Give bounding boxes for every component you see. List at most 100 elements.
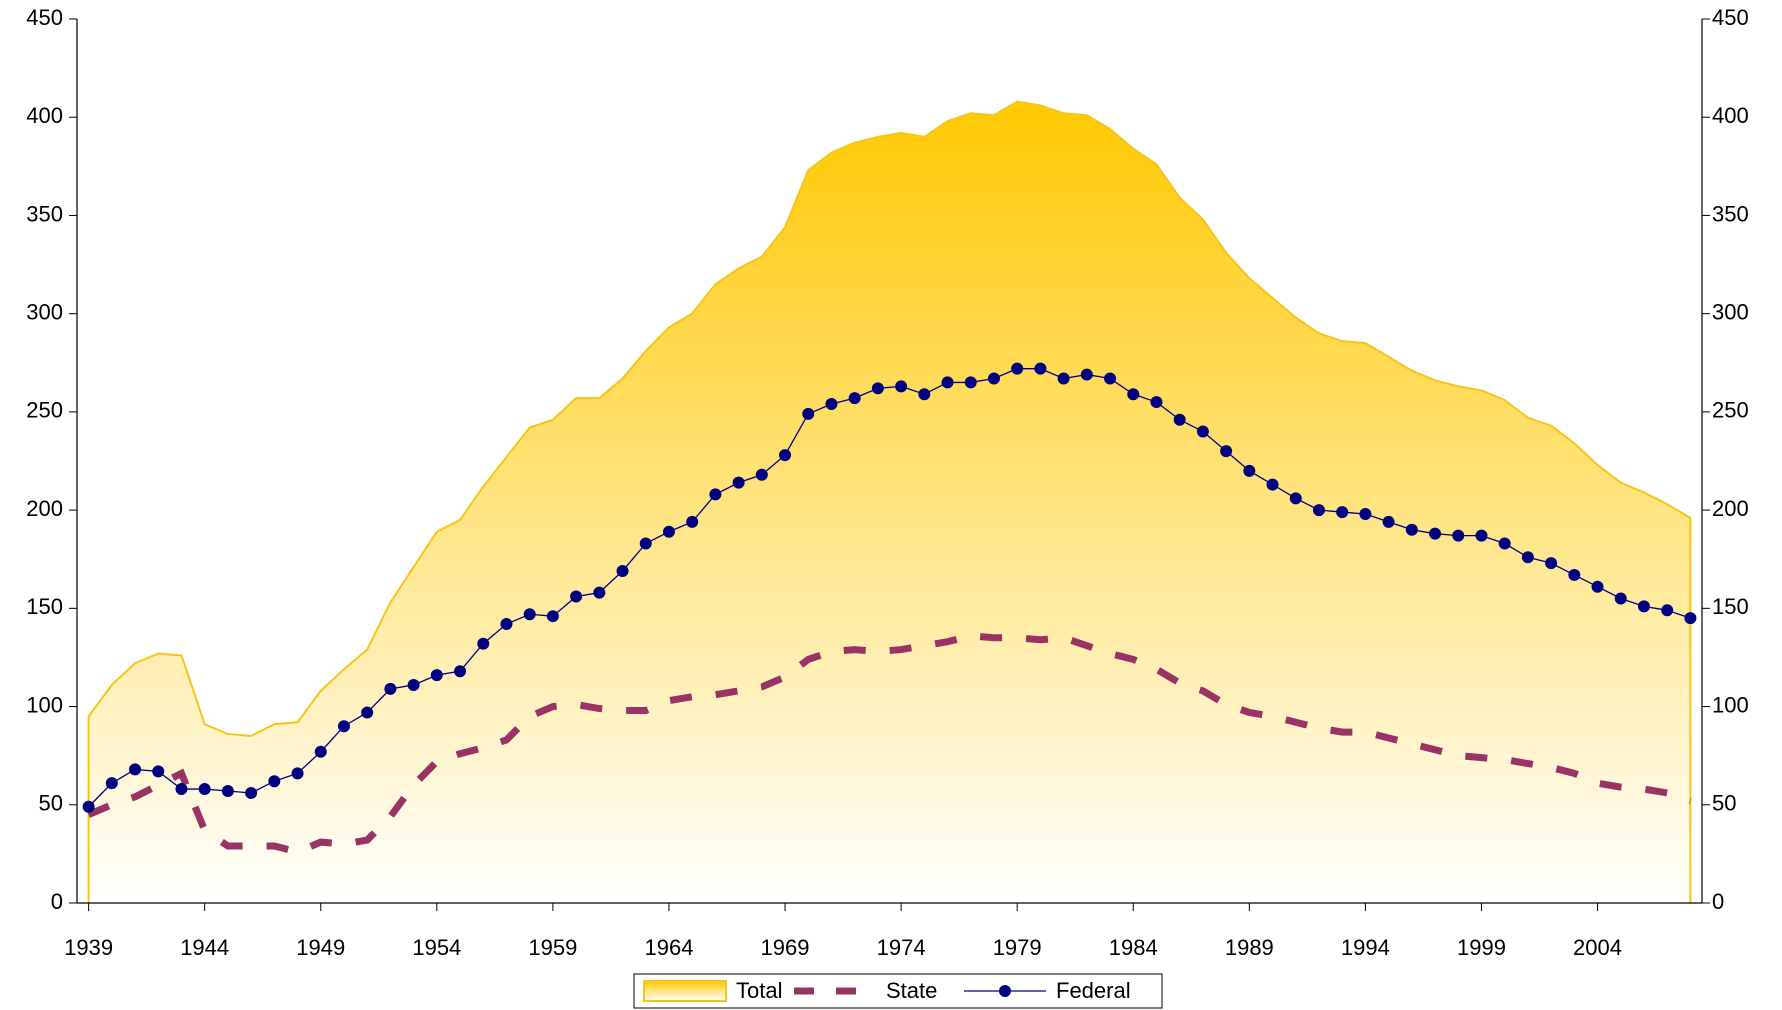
marker bbox=[802, 407, 815, 420]
marker bbox=[848, 392, 861, 405]
marker bbox=[407, 678, 420, 691]
y-tick-label: 450 bbox=[26, 5, 63, 30]
legend-swatch bbox=[999, 985, 1011, 997]
marker bbox=[871, 382, 884, 395]
marker bbox=[662, 525, 675, 538]
y2-tick-label: 400 bbox=[1712, 103, 1749, 128]
marker bbox=[570, 590, 583, 603]
marker bbox=[1452, 529, 1465, 542]
marker bbox=[825, 398, 838, 411]
marker bbox=[1336, 506, 1349, 519]
marker bbox=[1104, 372, 1117, 385]
x-tick-label: 1994 bbox=[1341, 935, 1390, 960]
y-tick-label: 400 bbox=[26, 103, 63, 128]
marker bbox=[477, 637, 490, 650]
y2-tick-label: 350 bbox=[1712, 201, 1749, 226]
marker bbox=[314, 745, 327, 758]
marker bbox=[430, 669, 443, 682]
marker bbox=[129, 763, 142, 776]
marker bbox=[593, 586, 606, 599]
marker bbox=[291, 767, 304, 780]
marker bbox=[941, 376, 954, 389]
marker bbox=[1057, 372, 1070, 385]
marker bbox=[918, 388, 931, 401]
y2-tick-label: 450 bbox=[1712, 5, 1749, 30]
marker bbox=[1359, 508, 1372, 521]
marker bbox=[500, 618, 513, 631]
marker bbox=[1150, 396, 1163, 409]
y-tick-label: 100 bbox=[26, 692, 63, 717]
legend-label: State bbox=[886, 978, 937, 1003]
x-tick-label: 1964 bbox=[644, 935, 693, 960]
marker bbox=[1429, 527, 1442, 540]
marker bbox=[686, 515, 699, 528]
y2-tick-label: 50 bbox=[1712, 791, 1736, 816]
marker bbox=[1684, 612, 1697, 625]
marker bbox=[1521, 551, 1534, 564]
marker bbox=[1127, 388, 1140, 401]
marker bbox=[198, 783, 211, 796]
marker bbox=[82, 800, 95, 813]
marker bbox=[1405, 523, 1418, 536]
marker bbox=[523, 608, 536, 621]
y-tick-label: 50 bbox=[39, 791, 63, 816]
x-tick-label: 1974 bbox=[877, 935, 926, 960]
marker bbox=[755, 468, 768, 481]
marker bbox=[361, 706, 374, 719]
y2-tick-label: 0 bbox=[1712, 889, 1724, 914]
marker bbox=[384, 682, 397, 695]
y-tick-label: 350 bbox=[26, 201, 63, 226]
y-tick-label: 0 bbox=[51, 889, 63, 914]
marker bbox=[1196, 425, 1209, 438]
y-tick-label: 300 bbox=[26, 299, 63, 324]
y2-tick-label: 200 bbox=[1712, 496, 1749, 521]
marker bbox=[616, 565, 629, 578]
y-tick-label: 150 bbox=[26, 594, 63, 619]
marker bbox=[987, 372, 1000, 385]
marker bbox=[1591, 580, 1604, 593]
marker bbox=[1011, 362, 1024, 375]
marker bbox=[732, 476, 745, 489]
x-tick-label: 1984 bbox=[1109, 935, 1158, 960]
y-tick-label: 250 bbox=[26, 398, 63, 423]
y2-tick-label: 300 bbox=[1712, 299, 1749, 324]
marker bbox=[175, 783, 188, 796]
marker bbox=[1266, 478, 1279, 491]
marker bbox=[1661, 604, 1674, 617]
marker bbox=[1382, 515, 1395, 528]
marker bbox=[337, 720, 350, 733]
area-outline bbox=[87, 100, 1692, 903]
y2-tick-label: 100 bbox=[1712, 692, 1749, 717]
y-tick-label: 200 bbox=[26, 496, 63, 521]
marker bbox=[268, 775, 281, 788]
marker bbox=[1173, 413, 1186, 426]
marker bbox=[895, 380, 908, 393]
x-tick-label: 1979 bbox=[993, 935, 1042, 960]
area bbox=[88, 101, 1691, 904]
marker bbox=[1498, 537, 1511, 550]
marker bbox=[221, 785, 234, 798]
marker bbox=[454, 665, 467, 678]
x-tick-label: 1959 bbox=[528, 935, 577, 960]
x-tick-label: 2004 bbox=[1573, 935, 1622, 960]
marker bbox=[1614, 592, 1627, 605]
marker bbox=[1080, 368, 1093, 381]
line bbox=[88, 368, 1691, 808]
marker bbox=[546, 610, 559, 623]
marker bbox=[1289, 492, 1302, 505]
y2-tick-label: 250 bbox=[1712, 398, 1749, 423]
x-tick-label: 1939 bbox=[64, 935, 113, 960]
x-tick-label: 1989 bbox=[1225, 935, 1274, 960]
marker bbox=[639, 537, 652, 550]
marker bbox=[105, 777, 118, 790]
marker bbox=[709, 488, 722, 501]
legend-label: Federal bbox=[1056, 978, 1131, 1003]
marker bbox=[245, 786, 258, 799]
legend-swatch bbox=[643, 980, 727, 1002]
marker bbox=[1475, 529, 1488, 542]
marker bbox=[964, 376, 977, 389]
marker bbox=[1312, 504, 1325, 517]
x-tick-label: 1954 bbox=[412, 935, 461, 960]
x-tick-label: 1969 bbox=[761, 935, 810, 960]
